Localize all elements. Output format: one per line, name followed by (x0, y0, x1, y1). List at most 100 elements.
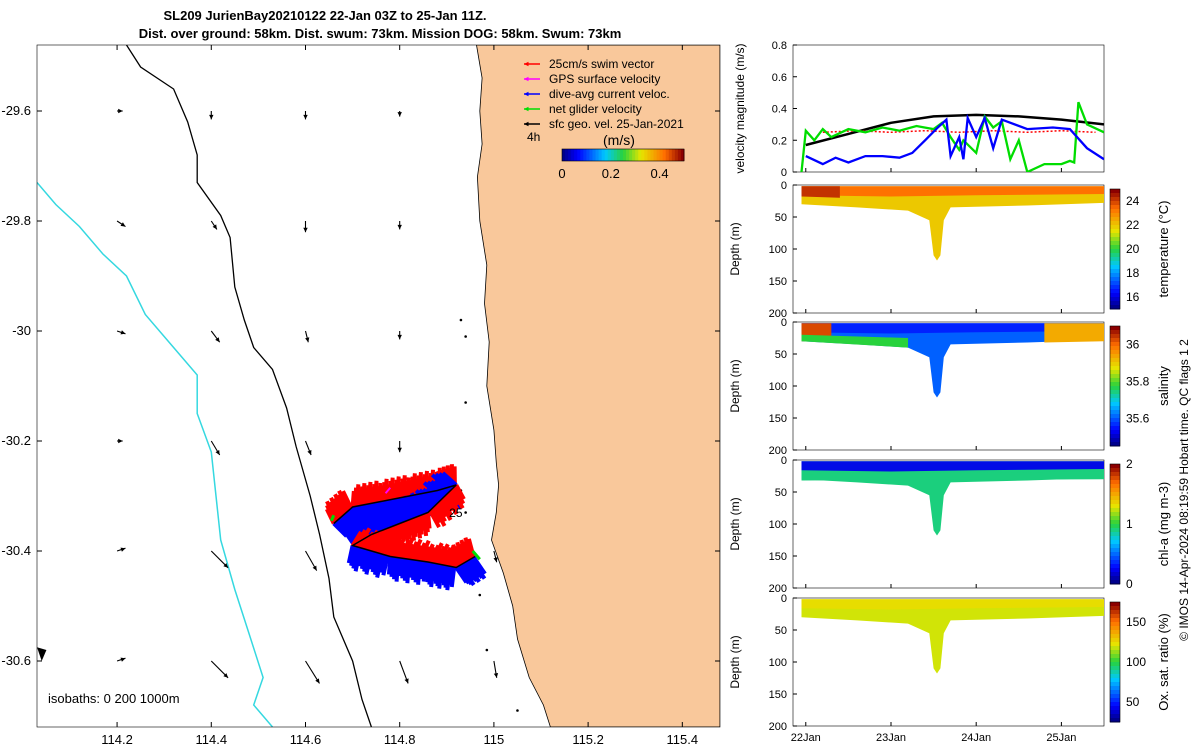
map-colorbar-cell (662, 149, 667, 161)
section-colorbar-cell (1110, 330, 1120, 335)
section-colorbar-cell (1110, 666, 1120, 671)
dive-avg-vector (408, 559, 414, 578)
geo-velocity-arrow (304, 330, 310, 343)
map-colorbar-cell (568, 149, 572, 161)
dive-avg-vector (370, 552, 379, 573)
legend-label: sfc geo. vel. 25-Jan-2021 (549, 117, 684, 131)
section-ytick-label: 100 (769, 381, 787, 393)
map-colorbar-cell (607, 149, 612, 161)
dive-avg-vector (445, 566, 453, 591)
section-surface-layer (801, 599, 1104, 610)
velocity-lines (800, 101, 1104, 172)
geo-velocity-arrow (397, 331, 402, 340)
section-colorbar-cell (1110, 602, 1120, 607)
section-colorbar-cell (1110, 273, 1120, 278)
section-colorbar-label: salinity (1156, 366, 1171, 406)
section-ylabel: Depth (m) (728, 497, 742, 550)
section-colorbar-cell (1110, 536, 1120, 541)
section-colorbar-cell (1110, 682, 1120, 687)
dive-avg-vector (379, 554, 387, 573)
section-colorbar-cell (1110, 269, 1120, 274)
section-ytick-label: 0 (781, 593, 787, 605)
isobath-200m (125, 45, 373, 727)
legend-label: GPS surface velocity (549, 72, 660, 86)
map-colorbar-cell (595, 149, 600, 161)
section-ylabel: Depth (m) (728, 359, 742, 412)
section-colorbar-cell (1110, 398, 1120, 403)
swim-vector (372, 532, 388, 553)
swim-vector (454, 484, 466, 500)
section-colorbar-cell (1110, 674, 1120, 679)
dive-avg-vector (386, 556, 393, 575)
dive-avg-vector (418, 495, 430, 514)
map-ytick-label: -30.4 (1, 543, 31, 558)
section-colorbar-cell (1110, 382, 1120, 387)
swim-vector (415, 542, 427, 562)
geo-velocity-arrow (116, 220, 126, 228)
glider-track (325, 464, 487, 591)
map-colorbar-cell (671, 149, 676, 161)
swim-vector (350, 530, 363, 547)
section-ytick-label: 100 (769, 657, 787, 669)
section-colorbar-cell (1110, 414, 1120, 419)
swim-vector (419, 514, 426, 531)
map-colorbar-cell (577, 149, 581, 161)
section-colorbar-cell (1110, 370, 1120, 375)
dive-avg-vector (346, 545, 355, 564)
map-colorbar-cell (659, 149, 664, 161)
map-colorbar-cell (677, 149, 682, 161)
dive-avg-vector (437, 472, 456, 489)
section-colorbar-cell (1110, 606, 1120, 611)
dive-avg-vector (441, 565, 449, 586)
section-colorbar-cell (1110, 438, 1120, 443)
geo-velocity-arrow (493, 660, 499, 678)
swim-vector (377, 536, 392, 555)
section-colorbar-cell (1110, 394, 1120, 399)
legend-swatch (524, 61, 540, 67)
chla-section: 0 50 100 150 200 Depth (m) 0 1 2 chl-a (mg m-3) (728, 455, 1171, 595)
map-colorbar-cell (562, 149, 566, 161)
map-colorbar-cell (583, 149, 587, 161)
velocity-ytick-label: 0.2 (772, 135, 787, 147)
dive-avg-vector (402, 501, 414, 520)
dive-avg-vector (412, 493, 426, 515)
map-colorbar-cell (592, 149, 597, 161)
geo-velocity-arrow (304, 440, 312, 456)
section-colorbar-cell (1110, 480, 1120, 485)
legend-swatch (524, 91, 540, 97)
swim-vector (388, 541, 399, 558)
swim-vector (396, 542, 407, 559)
swim-vector (452, 486, 466, 505)
geo-velocity-arrow (116, 330, 126, 335)
section-colorbar-tick-label: 35.6 (1126, 411, 1150, 425)
section-colorbar-cell (1110, 390, 1120, 395)
geo-velocity-arrow (210, 660, 229, 679)
section-colorbar-cell (1110, 496, 1120, 501)
dive-avg-vector (413, 560, 420, 583)
map-ytick-label: -30 (12, 323, 31, 338)
section-colorbar-cell (1110, 552, 1120, 557)
section-colorbar-cell (1110, 614, 1120, 619)
dive-avg-vector (425, 562, 432, 583)
section-colorbar-cell (1110, 442, 1120, 447)
swim-vector (438, 499, 453, 521)
dive-avg-vector (376, 507, 390, 530)
section-ytick-label: 200 (769, 445, 787, 457)
section-colorbar-cell (1110, 418, 1120, 423)
swim-vector (407, 519, 414, 536)
section-ylabel: Depth (m) (728, 635, 742, 688)
section-colorbar-cell (1110, 338, 1120, 343)
section-colorbar-tick-label: 50 (1126, 695, 1140, 709)
map-colorbar-tick-label: 0.2 (602, 166, 620, 181)
dive-avg-vector (431, 563, 439, 582)
time-axis-label: 22Jan (791, 732, 821, 744)
map-colorbar-cell (638, 149, 642, 161)
map-colorbar-cell (629, 149, 633, 161)
section-colorbar-cell (1110, 580, 1120, 585)
legend-swatch (524, 76, 540, 82)
swim-vector (399, 539, 411, 559)
swim-vector (440, 497, 453, 517)
swim-vector (428, 509, 441, 529)
